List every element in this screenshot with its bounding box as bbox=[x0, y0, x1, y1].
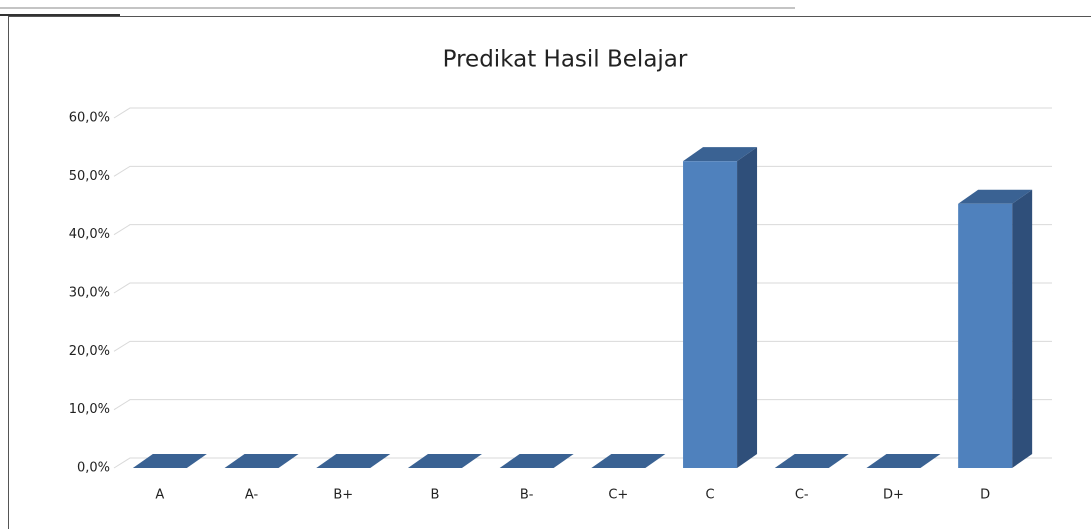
bar-side bbox=[1012, 189, 1033, 468]
x-tick-label: B- bbox=[520, 488, 534, 503]
x-tick-label: D+ bbox=[883, 488, 904, 503]
grid-line bbox=[113, 224, 1052, 236]
bar-top bbox=[316, 454, 391, 468]
bar bbox=[132, 454, 207, 468]
y-tick-label: 40,0% bbox=[69, 227, 110, 242]
y-tick-label: 60,0% bbox=[69, 111, 110, 126]
bar-top bbox=[774, 454, 849, 468]
grid-line bbox=[113, 107, 1052, 119]
x-tick-label: C- bbox=[795, 488, 809, 503]
x-tick-label: B bbox=[430, 488, 439, 503]
bar bbox=[683, 147, 758, 468]
bar bbox=[499, 454, 574, 468]
grid-line bbox=[113, 282, 1052, 294]
bar-top bbox=[591, 454, 666, 468]
bar bbox=[316, 454, 391, 468]
y-tick-label: 20,0% bbox=[69, 344, 110, 359]
x-tick-label: D bbox=[980, 488, 990, 503]
x-tick-label: C bbox=[706, 488, 715, 503]
bar-top bbox=[132, 454, 207, 468]
bar bbox=[958, 189, 1033, 468]
x-tick-label: B+ bbox=[333, 488, 353, 503]
x-tick-label: A bbox=[155, 488, 164, 503]
bar-top bbox=[866, 454, 941, 468]
bar-top bbox=[407, 454, 482, 468]
y-tick-label: 30,0% bbox=[69, 286, 110, 301]
x-tick-label: C+ bbox=[608, 488, 628, 503]
bar bbox=[591, 454, 666, 468]
x-tick-label: A- bbox=[245, 488, 259, 503]
bar bbox=[407, 454, 482, 468]
bar-front bbox=[958, 203, 1013, 468]
bar-top bbox=[683, 147, 758, 162]
chart-frame bbox=[8, 16, 1091, 529]
bar-front bbox=[683, 161, 738, 468]
grid-line bbox=[113, 340, 1052, 352]
y-tick-label: 50,0% bbox=[69, 169, 110, 184]
bar-top bbox=[224, 454, 299, 468]
chart-title: Predikat Hasil Belajar bbox=[443, 47, 688, 73]
bar bbox=[774, 454, 849, 468]
y-tick-label: 0,0% bbox=[77, 461, 110, 476]
bar-top bbox=[958, 189, 1033, 204]
grid-line bbox=[113, 165, 1052, 177]
bar-top bbox=[499, 454, 574, 468]
bar bbox=[866, 454, 941, 468]
y-tick-label: 10,0% bbox=[69, 402, 110, 417]
grid-line bbox=[113, 399, 1052, 411]
bar bbox=[224, 454, 299, 468]
bar-side bbox=[737, 147, 758, 468]
